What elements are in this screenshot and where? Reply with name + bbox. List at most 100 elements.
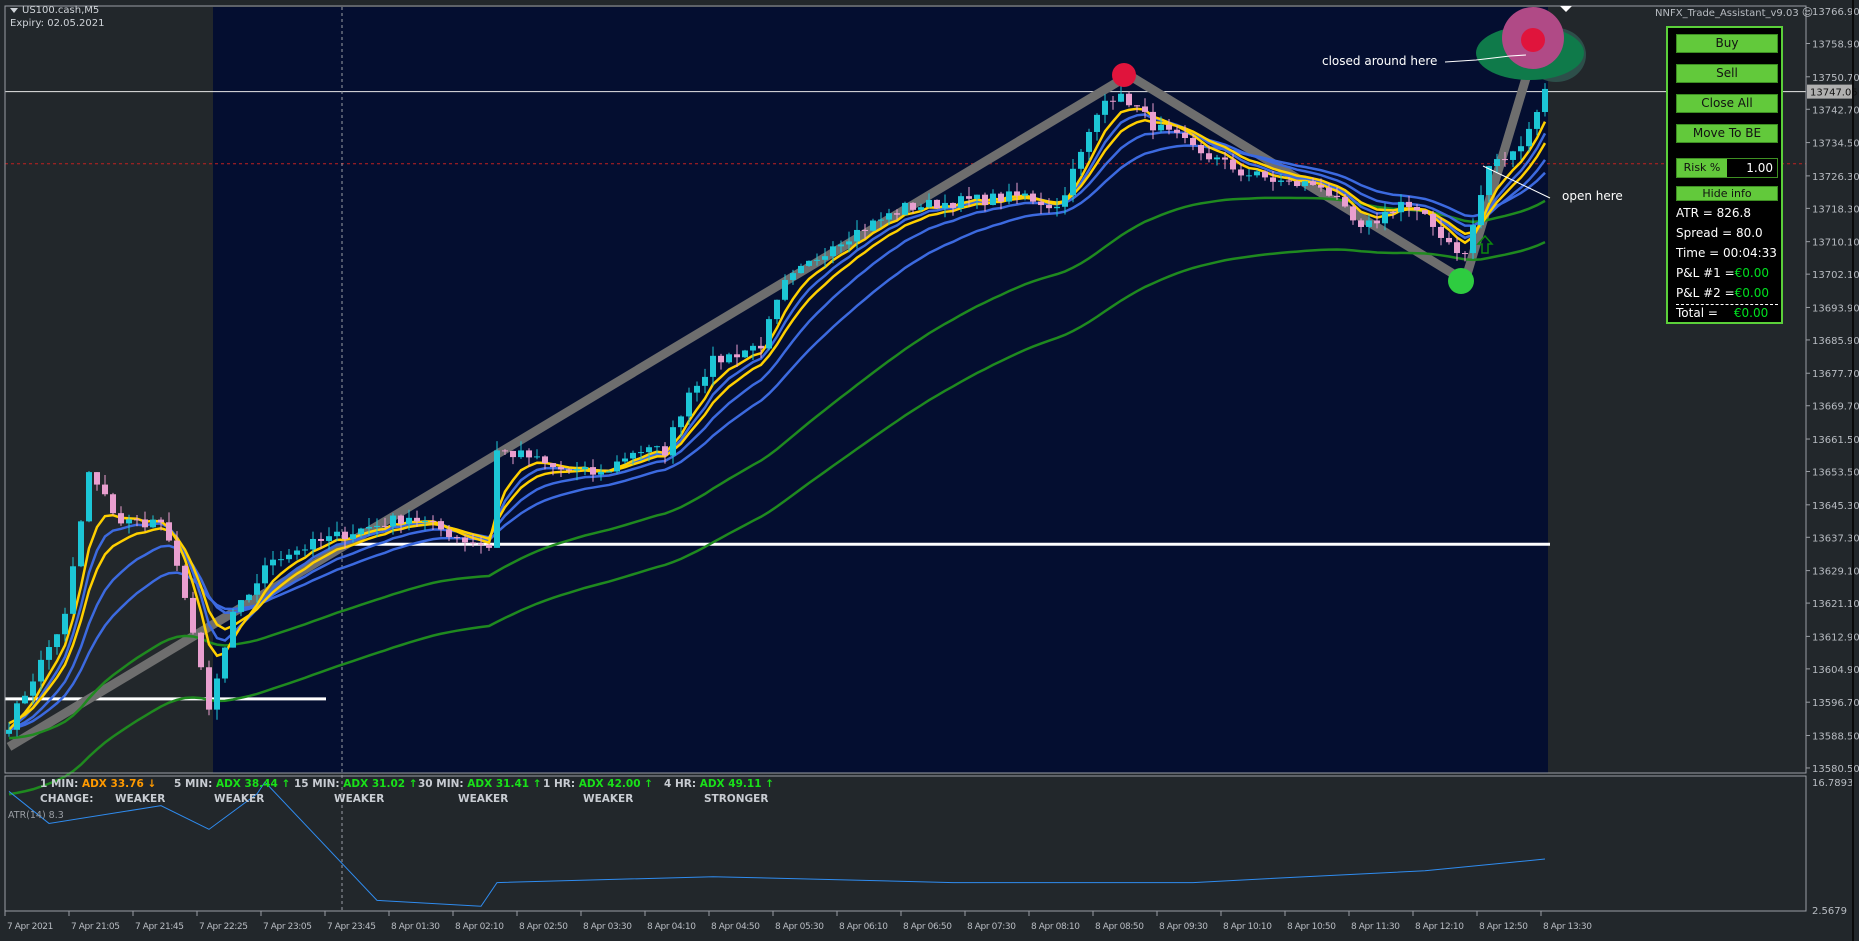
- smiley-icon: ☺: [1801, 6, 1814, 19]
- candle: [158, 517, 164, 531]
- candle-body: [854, 229, 860, 242]
- candle: [230, 608, 236, 648]
- candle-body: [462, 537, 468, 543]
- candle: [1214, 154, 1220, 166]
- candle-body: [638, 452, 644, 454]
- move-to-be-button[interactable]: Move To BE: [1676, 124, 1778, 143]
- price-label: 13677.70: [1812, 369, 1859, 380]
- candle: [462, 535, 468, 552]
- candle-body: [830, 246, 836, 257]
- buy-button[interactable]: Buy: [1676, 34, 1778, 53]
- candle: [1494, 153, 1500, 173]
- candle-body: [1326, 187, 1332, 196]
- candle-body: [622, 458, 628, 462]
- candle-body: [734, 354, 740, 358]
- candle: [662, 442, 668, 464]
- total-label: Total =: [1676, 306, 1718, 320]
- candle: [30, 673, 36, 705]
- adx-tf-label: 1 MIN:: [40, 778, 79, 790]
- candle-body: [486, 544, 492, 548]
- time-label: 7 Apr 21:05: [71, 922, 120, 932]
- candle: [1398, 194, 1404, 222]
- candle: [1262, 170, 1268, 181]
- candle: [1278, 174, 1284, 186]
- candle: [894, 209, 900, 220]
- candle-body: [1030, 193, 1036, 202]
- entry-marker: [1448, 268, 1474, 294]
- candle-body: [390, 515, 396, 527]
- time-label: 8 Apr 12:50: [1479, 922, 1528, 932]
- annotation-shapes: [1112, 7, 1586, 294]
- candle-body: [1070, 168, 1076, 196]
- candle-body: [550, 463, 556, 468]
- candle-body: [510, 450, 516, 458]
- candle-body: [382, 525, 388, 527]
- candle-body: [214, 678, 220, 710]
- candle: [1462, 251, 1468, 262]
- candle-body: [782, 279, 788, 300]
- candle: [590, 459, 596, 482]
- risk-control: Risk %: [1676, 158, 1778, 178]
- candle-body: [1102, 100, 1108, 115]
- time-label: 7 Apr 23:05: [263, 922, 312, 932]
- time-label: 7 Apr 21:45: [135, 922, 184, 932]
- candle: [486, 543, 492, 551]
- symbol-info: US100.cash,M5 Expiry: 02.05.2021: [10, 4, 104, 30]
- candle-body: [534, 456, 540, 458]
- adx-arrow-up-icon: ↑: [408, 778, 418, 790]
- atr-max-label: 16.7893: [1812, 778, 1853, 789]
- candle: [1422, 209, 1428, 215]
- candle-body: [1526, 128, 1532, 147]
- candle-body: [1486, 166, 1492, 196]
- candle: [1046, 198, 1052, 214]
- price-label: 13693.90: [1812, 303, 1859, 314]
- candle: [222, 646, 228, 683]
- candle: [246, 593, 252, 603]
- candle-body: [958, 196, 964, 208]
- candle: [974, 194, 980, 209]
- candle-body: [478, 543, 484, 545]
- adx-tf-label: 1 HR:: [543, 778, 576, 790]
- candle-body: [126, 519, 132, 524]
- candle-body: [1142, 106, 1148, 112]
- candle-body: [1230, 159, 1236, 170]
- candle-body: [78, 521, 84, 567]
- dropdown-triangle-icon[interactable]: [10, 7, 18, 13]
- price-label: 13661.50: [1812, 435, 1859, 446]
- candle: [758, 337, 764, 359]
- sell-button[interactable]: Sell: [1676, 64, 1778, 83]
- time-label: 8 Apr 13:30: [1543, 922, 1592, 932]
- candle: [742, 349, 748, 359]
- candle-body: [398, 515, 404, 524]
- close-all-button[interactable]: Close All: [1676, 94, 1778, 113]
- candle-body: [454, 537, 460, 539]
- candle-body: [94, 472, 100, 485]
- chart-shift-marker-icon[interactable]: [1560, 6, 1572, 12]
- candle-body: [630, 452, 636, 459]
- candle-body: [1182, 132, 1188, 139]
- candle-body: [270, 559, 276, 566]
- price-label: 13685.90: [1812, 336, 1859, 347]
- hide-info-button[interactable]: Hide info: [1676, 186, 1778, 201]
- candle-body: [494, 450, 500, 548]
- candle-body: [1478, 195, 1484, 226]
- time-label: 8 Apr 06:50: [903, 922, 952, 932]
- candle: [78, 519, 84, 568]
- candle-body: [1038, 201, 1044, 206]
- candle: [718, 353, 724, 370]
- pl2-label: P&L #2 =: [1676, 286, 1735, 300]
- risk-input[interactable]: [1727, 159, 1777, 177]
- candle: [382, 517, 388, 529]
- price-label: 13734.50: [1812, 139, 1859, 150]
- candle: [1022, 190, 1028, 201]
- atr-min-label: 2.5679: [1812, 906, 1847, 917]
- candle-body: [166, 522, 172, 541]
- price-label: 13750.70: [1812, 73, 1859, 84]
- candle-body: [118, 513, 124, 524]
- candle: [622, 452, 628, 465]
- time-label: 8 Apr 06:10: [839, 922, 888, 932]
- candle-body: [1206, 153, 1212, 160]
- candle-body: [942, 202, 948, 209]
- candle: [366, 518, 372, 536]
